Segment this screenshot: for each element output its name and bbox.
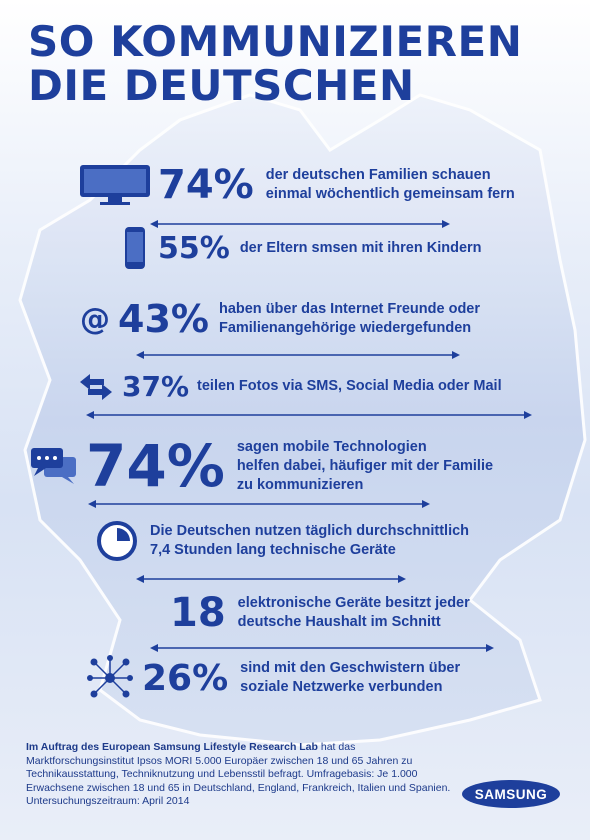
logo-text: SAMSUNG	[474, 786, 548, 802]
stat-text-line: teilen Fotos via SMS, Social Media oder …	[197, 378, 502, 394]
stat-text-line: soziale Netzwerke verbunden	[240, 679, 443, 695]
stat-value: 74%	[158, 162, 254, 208]
exchange-arrows-icon	[80, 373, 112, 400]
title-line-2: DIE DEUTSCHEN	[28, 61, 415, 110]
smartphone-icon	[125, 227, 145, 269]
stat-tv: 74% der deutschen Familien schauen einma…	[78, 162, 515, 208]
stat-value: 18	[170, 590, 226, 636]
chat-bubbles-icon	[31, 448, 76, 484]
stat-devices: 18 elektronische Geräte besitzt jeder de…	[170, 590, 470, 636]
stat-text-line: sind mit den Geschwistern über	[240, 660, 461, 676]
tv-icon	[80, 165, 150, 205]
stat-value: 37%	[122, 370, 190, 403]
stat-value: 74%	[86, 432, 225, 500]
divider-arrow	[88, 500, 430, 508]
stat-photos: 37% teilen Fotos via SMS, Social Media o…	[78, 370, 502, 403]
stat-text-line: elektronische Geräte besitzt jeder	[237, 595, 470, 611]
page-title: SO KOMMUNIZIEREN DIE DEUTSCHEN	[28, 20, 522, 108]
footer-text: hat das Marktforschungsinstitut Ipsos MO…	[26, 741, 451, 807]
stat-mobile-tech: 74% sagen mobile Technologien helfen dab…	[30, 432, 493, 500]
divider-arrow	[136, 351, 460, 359]
clock-icon	[97, 521, 137, 561]
title-line-1: SO KOMMUNIZIEREN	[28, 17, 523, 66]
stat-text-line: 7,4 Stunden lang technische Geräte	[150, 542, 396, 558]
stat-text-line: haben über das Internet Freunde oder	[218, 301, 481, 317]
samsung-logo: SAMSUNG	[462, 780, 560, 808]
stat-text-line: deutsche Haushalt im Schnitt	[237, 614, 441, 630]
stat-text-line: der Eltern smsen mit ihren Kindern	[239, 239, 482, 256]
stat-phone: 55% der Eltern smsen mit ihren Kindern	[124, 226, 482, 270]
stat-siblings: 26% sind mit den Geschwistern über sozia…	[86, 654, 460, 702]
stat-text-line: Familienangehörige wiedergefunden	[218, 320, 472, 336]
network-people-icon	[87, 655, 133, 698]
divider-arrow	[150, 220, 450, 228]
divider-arrow	[86, 411, 532, 419]
divider-arrow	[136, 575, 406, 583]
stat-text-line: helfen dabei, häufiger mit der Familie	[236, 457, 494, 474]
stat-value: 55%	[158, 230, 230, 266]
stat-internet: @ 43% haben über das Internet Freunde od…	[80, 297, 480, 341]
footer-bold: Im Auftrag des European Samsung Lifestyl…	[26, 741, 318, 753]
stat-text-line: Die Deutschen nutzen täglich durchschnit…	[150, 523, 470, 539]
stat-text-line: sagen mobile Technologien	[236, 438, 427, 455]
stat-hours: Die Deutschen nutzen täglich durchschnit…	[96, 520, 469, 562]
footer-note: Im Auftrag des European Samsung Lifestyl…	[26, 741, 466, 809]
stat-text-line: zu kommunizieren	[236, 476, 364, 493]
at-sign-icon: @	[80, 301, 110, 337]
stat-value: 43%	[118, 297, 209, 341]
stat-text-line: der deutschen Familien schauen	[265, 167, 491, 183]
stat-text-line: einmal wöchentlich gemeinsam fern	[265, 186, 515, 202]
divider-arrow	[150, 644, 494, 652]
stat-value: 26%	[142, 657, 229, 699]
